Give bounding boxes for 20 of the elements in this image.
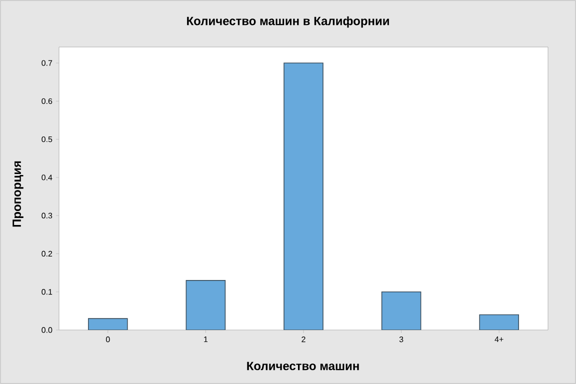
bar: [284, 62, 324, 330]
chart-title: Количество машин в Калифорнии: [187, 16, 389, 28]
y-tick-label: 0.7: [42, 60, 52, 66]
bar: [479, 314, 519, 330]
y-tick-label: 0.6: [42, 98, 52, 104]
x-tick-label: 4+: [494, 336, 504, 342]
y-tick-label: 0.4: [42, 174, 52, 180]
bar: [381, 291, 422, 330]
y-tick-label: 0.1: [42, 289, 52, 295]
x-tick-label: 3: [399, 336, 404, 342]
x-tick-label: 1: [204, 336, 208, 342]
x-tick-label: 2: [302, 336, 306, 342]
y-tick-label: 0.2: [42, 250, 52, 257]
bar: [186, 280, 226, 330]
y-tick-label: 0.5: [42, 136, 52, 142]
y-tick-label: 0.0: [42, 327, 52, 333]
y-tick-label: 0.3: [42, 212, 52, 218]
x-axis-title: Количество машин: [247, 362, 359, 370]
x-tick-label: 0: [106, 336, 110, 342]
y-axis-title: Пропорция: [12, 161, 24, 227]
